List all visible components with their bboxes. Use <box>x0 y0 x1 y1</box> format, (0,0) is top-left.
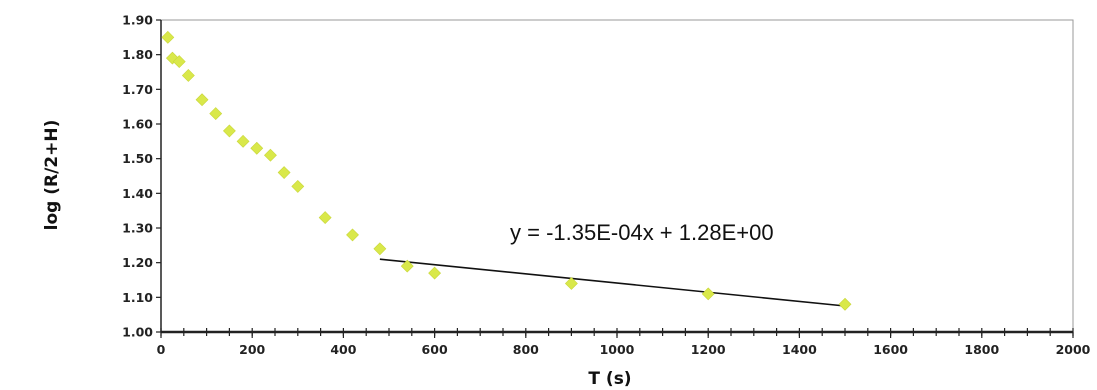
y-tick-label: 1.40 <box>122 186 153 201</box>
data-point <box>291 179 305 193</box>
y-tick-label: 1.10 <box>122 290 153 305</box>
plot-frame <box>160 19 1074 333</box>
y-tick-label: 1.20 <box>122 255 153 270</box>
x-tick-label: 800 <box>513 342 539 357</box>
x-axis-title: T (s) <box>588 369 631 389</box>
y-axis-ticks: 1.00 1.10 1.20 1.30 1.40 1.50 1.60 1.70 1.80 1.90 <box>122 13 161 340</box>
data-point <box>209 107 223 121</box>
x-axis-ticks: 0 200 400 600 800 1000 1200 1400 1600 1800 2000 <box>157 332 1091 357</box>
data-point <box>428 266 442 280</box>
data-point <box>318 211 332 225</box>
data-point <box>277 166 291 179</box>
x-tick-label: 200 <box>239 342 265 357</box>
data-point <box>838 297 852 311</box>
x-tick-label: 2000 <box>1056 342 1091 357</box>
data-point <box>172 55 186 69</box>
x-tick-label: 0 <box>157 342 166 357</box>
data-point <box>564 277 578 290</box>
y-tick-label: 1.30 <box>122 221 153 236</box>
data-point <box>181 69 195 82</box>
x-tick-label: 1000 <box>600 342 635 357</box>
x-tick-label: 1800 <box>964 342 999 357</box>
y-tick-label: 1.90 <box>122 13 153 28</box>
y-tick-label: 1.00 <box>122 325 153 340</box>
data-point <box>346 228 359 242</box>
x-tick-label: 600 <box>422 342 448 357</box>
y-tick-label: 1.70 <box>122 82 153 97</box>
data-point <box>222 124 236 138</box>
y-tick-label: 1.60 <box>122 117 153 132</box>
data-point <box>195 93 209 107</box>
y-tick-label: 1.50 <box>122 151 153 166</box>
data-point <box>373 242 387 256</box>
data-point <box>400 259 414 273</box>
y-tick-label: 1.80 <box>122 47 153 62</box>
y-axis-title: log (R/2+H) <box>42 120 62 231</box>
data-points <box>161 30 852 311</box>
data-point <box>250 141 264 155</box>
x-tick-label: 1400 <box>782 342 817 357</box>
x-tick-label: 1200 <box>691 342 726 357</box>
data-point <box>236 134 250 148</box>
plot-area <box>160 19 1074 336</box>
data-point <box>161 30 175 44</box>
x-tick-label: 400 <box>330 342 356 357</box>
trendline-equation: y = -1.35E-04x + 1.28E+00 <box>510 220 774 245</box>
trendline <box>379 258 846 307</box>
trendline-layer <box>379 258 846 307</box>
data-point <box>264 148 277 162</box>
data-point <box>701 287 715 301</box>
x-tick-label: 1600 <box>873 342 908 357</box>
